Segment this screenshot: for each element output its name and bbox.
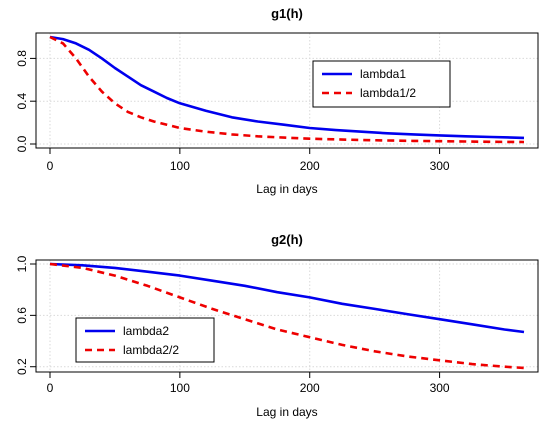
- legend: lambda1 lambda1/2: [312, 60, 451, 108]
- series-line-2: [49, 35, 525, 144]
- legend-box: [75, 317, 215, 363]
- x-tick-label: 300: [430, 159, 450, 173]
- legend: lambda2 lambda2/2: [75, 317, 215, 363]
- chart-title: g2(h): [271, 232, 303, 247]
- legend-label: lambda2/2: [123, 343, 179, 357]
- series-line-1: [49, 35, 525, 140]
- x-axis-label: Lag in days: [256, 405, 317, 419]
- chart-title: g1(h): [271, 6, 303, 21]
- x-tick-label: 0: [47, 381, 54, 395]
- y-tick-label: 1.0: [15, 255, 29, 272]
- chart-panel-2: g2(h) 0 100 200 300 0.2 0.6 1.0 Lag in days lambd…: [15, 232, 539, 419]
- y-tick-label: 0.6: [15, 307, 29, 324]
- legend-label: lambda2: [123, 324, 169, 338]
- x-tick-label: 200: [300, 381, 320, 395]
- x-tick-label: 0: [47, 159, 54, 173]
- plot-frame: [35, 32, 539, 149]
- series-line-1: [49, 262, 525, 334]
- y-tick-label: 0.8: [15, 50, 29, 67]
- y-tick-label: 0.0: [15, 135, 29, 152]
- x-tick-label: 100: [170, 159, 190, 173]
- plot-frame: [35, 259, 539, 373]
- y-tick-label: 0.4: [15, 93, 29, 110]
- x-tick-label: 300: [430, 381, 450, 395]
- x-axis-label: Lag in days: [256, 182, 317, 196]
- legend-label: lambda1/2: [360, 86, 416, 100]
- legend-label: lambda1: [360, 67, 406, 81]
- legend-box: [312, 60, 451, 108]
- x-tick-label: 100: [170, 381, 190, 395]
- series-line-2: [49, 262, 525, 370]
- x-tick-label: 200: [300, 159, 320, 173]
- chart-panel-1: g1(h) 0 100 200 300 0.0 0.4 0.8 Lag in days lambd…: [15, 6, 539, 196]
- y-tick-label: 0.2: [15, 358, 29, 375]
